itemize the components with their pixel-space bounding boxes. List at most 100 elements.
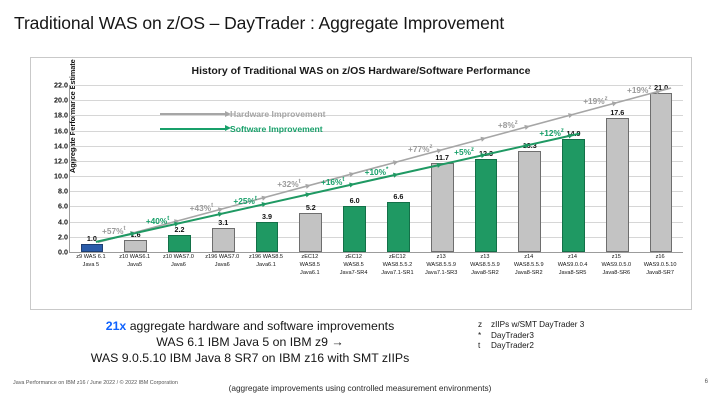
bar	[430, 163, 454, 252]
bar-value-label: 5.2	[305, 202, 316, 212]
trend-arrow	[261, 195, 267, 201]
footnote-row: t DayTrader2	[478, 341, 584, 352]
gridline	[70, 191, 683, 193]
legend-label-software: Software Improvement	[230, 124, 323, 134]
bar	[474, 158, 498, 252]
bar-value-label: 1.6	[130, 229, 141, 239]
aggregate-note: (aggregate improvements using controlled…	[228, 383, 492, 393]
footnote-text: DayTrader3	[491, 330, 534, 340]
chart-bars: 1.0 1.6 2.2 3.1 3.9 5.2 6.0 6.6 11.7 12.3 13.3 14.9…	[70, 82, 683, 252]
chart-plot-area: Aggregate Performance Estimate 0.0 2.0 4.0…	[54, 59, 683, 257]
callout-line-3: WAS 9.0.5.10 IBM Java 8 SR7 on IBM z16 w…	[90, 351, 410, 365]
percent-annotation: +40%t	[145, 216, 170, 227]
x-axis-label: z9 WAS 6.1 Java 5	[76, 253, 105, 269]
x-axis-label-line: z16	[655, 254, 665, 260]
x-axis-label-line: Java 5	[82, 262, 100, 269]
percent-annotation: +10%*	[364, 167, 389, 178]
page-number: 6	[704, 379, 708, 385]
gridline	[70, 160, 683, 162]
x-axis-label-line: z10 WAS6.1	[119, 254, 151, 260]
y-axis-tick: 20.0	[54, 95, 68, 105]
x-axis-label-line: Java8-SR2	[514, 270, 543, 277]
x-axis-label: z196 WAS8.5 Java6.1	[249, 253, 283, 269]
x-axis-label-line: WAS8.5.5.9	[513, 262, 544, 269]
percent-annotation: +5%z	[454, 147, 474, 158]
x-axis-label-line: WAS9.0.0.4	[557, 262, 588, 269]
summary-callout: 21x aggregate hardware and software impr…	[40, 318, 460, 366]
bar-value-label: 3.9	[262, 212, 273, 222]
x-axis-label: zEC12 WAS8.5.5.2 Java7.1-SR1	[381, 253, 413, 278]
x-axis-label-line: Java8-SR5	[558, 270, 587, 277]
percent-annotation: +19%z	[626, 84, 652, 95]
callout-highlight: 21x	[105, 319, 127, 333]
y-axis-tick: 12.0	[54, 156, 68, 166]
trend-arrow	[611, 101, 618, 107]
percent-annotation: +57%t	[102, 226, 126, 237]
x-axis-label-line: Java8-SR2	[471, 270, 499, 277]
x-axis-label-line: Java8-SR6	[602, 270, 631, 277]
x-axis-label: z13 WAS8.5.5.9 Java7.1-SR3	[425, 253, 457, 278]
bar-value-label: 6.6	[393, 191, 404, 201]
legend-item-hardware: Hardware Improvement	[160, 109, 326, 119]
trend-arrow	[436, 162, 443, 168]
trend-arrow	[524, 124, 530, 130]
trend-arrow	[392, 160, 399, 166]
page-title: Traditional WAS on z/OS – DayTrader : Ag…	[14, 13, 505, 33]
footnote-key: t	[478, 341, 481, 350]
y-axis-tick: 4.0	[58, 217, 68, 227]
x-axis-label: zEC12 WAS8.5 Java7-SR4	[340, 253, 368, 278]
callout-line-1-rest: aggregate hardware and software improvem…	[126, 319, 395, 333]
x-axis-label-line: WAS9.0.5.10	[643, 262, 677, 269]
trend-arrow	[130, 231, 136, 237]
y-axis-tick: 0.0	[58, 247, 68, 257]
gridline	[70, 206, 683, 208]
gridline	[70, 176, 683, 178]
callout-line-2: WAS 6.1 IBM Java 5 on IBM z9 →	[156, 335, 344, 349]
x-axis-label-line: z196 WAS7.0	[205, 254, 240, 260]
y-axis-tick: 10.0	[54, 171, 68, 181]
x-axis-label: z14 WAS9.0.0.4 Java8-SR5	[558, 253, 588, 278]
footnote-row: * DayTrader3	[478, 331, 584, 342]
footnote-row: z zIIPs w/SMT DayTrader 3	[478, 320, 584, 331]
x-axis-label: z15 WAS9.0.5.0 Java8-SR6	[601, 253, 631, 278]
trend-arrow	[174, 221, 180, 227]
gridline	[70, 85, 683, 86]
trend-arrow	[524, 143, 530, 149]
percent-annotation: +43%t	[189, 202, 214, 213]
percent-annotation: +32%t	[277, 178, 301, 189]
footnote-key: z	[478, 320, 483, 329]
trend-arrow	[349, 172, 355, 178]
x-axis-label: z10 WAS6.1 Java5	[119, 253, 150, 269]
x-axis-label-line: Java6	[170, 262, 186, 269]
bar	[168, 235, 191, 252]
y-axis-tick: 8.0	[58, 186, 68, 196]
x-axis-label-line: Java5	[127, 262, 143, 269]
footer-attribution: Java Performance on IBM z16 / June 2022 …	[13, 380, 178, 386]
percent-annotation: +12%z	[539, 127, 564, 138]
x-axis-label-line: z13	[436, 254, 446, 260]
y-axis-tick: 22.0	[54, 80, 68, 90]
chart-x-axis-labels: z9 WAS 6.1 Java 5 z10 WAS6.1 Java5 z10 WAS7.…	[69, 253, 683, 303]
y-axis-tick: 16.0	[54, 126, 68, 136]
footnote-text: zIIPs w/SMT DayTrader 3	[491, 320, 585, 329]
percent-annotation: +25%t	[233, 196, 257, 207]
callout-line-1: 21x aggregate hardware and software impr…	[40, 318, 460, 334]
bar-value-label: 17.6	[610, 108, 625, 118]
footnote-key: *	[478, 330, 482, 340]
percent-annotation: +8%z	[497, 120, 518, 130]
x-axis-label-line: Java7.1-SR3	[425, 270, 458, 277]
x-axis-label-line: Java7-SR4	[339, 270, 368, 277]
bar	[649, 92, 673, 252]
x-axis-label-line: Java7.1-SR1	[381, 270, 414, 277]
bar	[255, 222, 279, 252]
y-axis-tick: 18.0	[54, 110, 68, 120]
bar-value-label: 1.0	[86, 234, 97, 244]
x-axis-label-line: WAS8.5	[299, 262, 320, 269]
bar-value-label: 21.0	[654, 82, 669, 92]
bar-value-label: 3.1	[218, 218, 229, 228]
bar	[605, 118, 629, 252]
x-axis-label: z16 WAS9.0.5.10 Java8-SR7	[644, 253, 677, 278]
bar	[387, 201, 410, 252]
trend-arrow	[305, 183, 311, 189]
x-axis-label-line: z196 WAS8.5	[249, 254, 284, 260]
